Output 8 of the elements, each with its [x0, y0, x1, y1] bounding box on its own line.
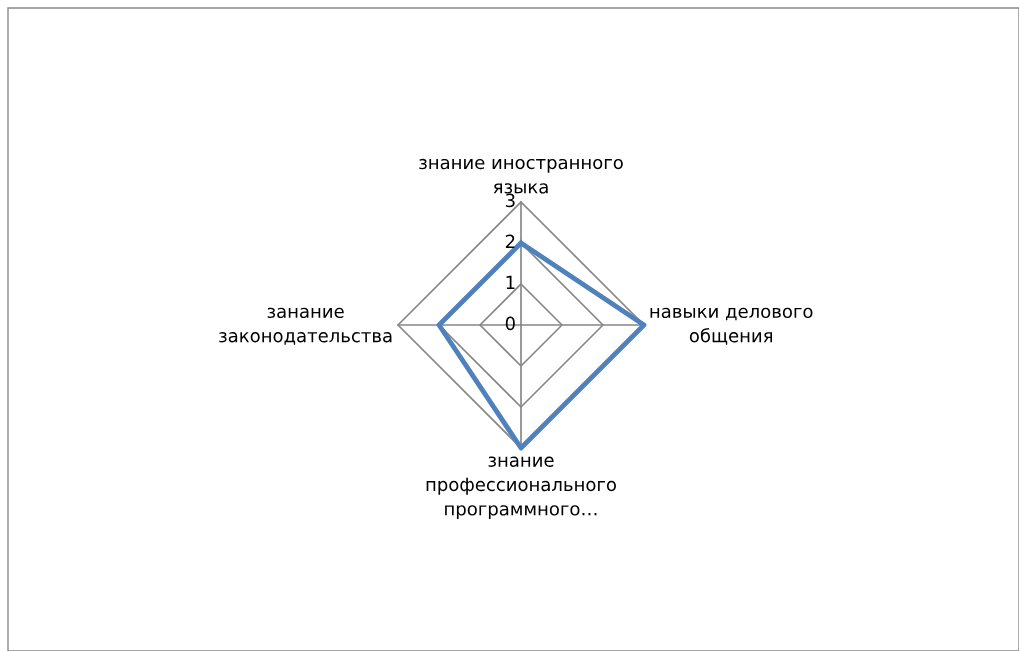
y-tick-label: 2 — [505, 234, 515, 248]
y-tick-label: 1 — [506, 275, 515, 289]
y-tick-label: 3 — [505, 193, 515, 208]
spoke-label: знание иностранного языка — [419, 158, 623, 194]
y-tick-label: 0 — [505, 316, 515, 331]
spoke-label: навыки делового общения — [650, 307, 813, 345]
spoke-label: занание законодательства — [219, 307, 392, 345]
spoke-label: знание профессионального программного… — [426, 456, 616, 520]
